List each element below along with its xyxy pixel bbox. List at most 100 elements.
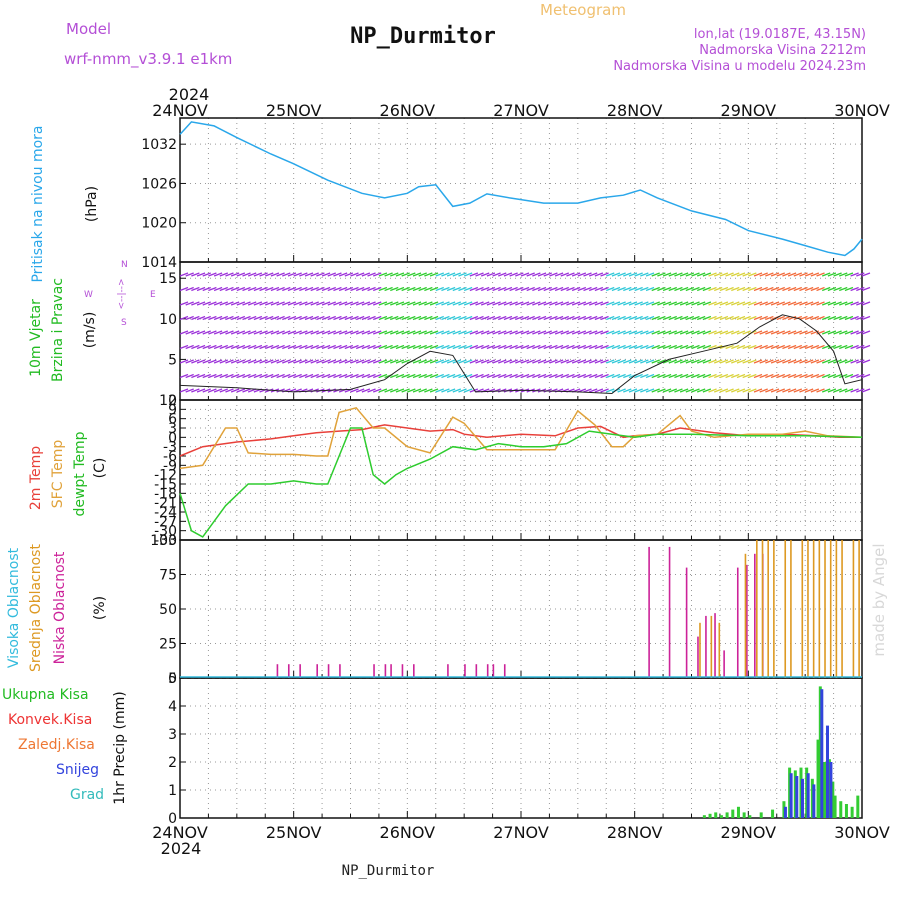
wind-barb [662,286,672,292]
wind-barb [668,388,677,393]
wind-barb [412,315,422,321]
wind-barb [242,272,251,277]
wind-barb [373,315,382,321]
wind-barb [179,301,189,306]
wind-barb [804,286,814,292]
wind-barb [861,315,871,321]
y-tick-label: -21 [154,496,177,512]
wind-barb [463,344,473,350]
wind-barb [759,344,768,350]
wind-barb [816,388,825,393]
wind-barb [566,286,575,292]
wind-barb [543,388,552,393]
wind-barb [316,315,325,321]
wind-barb [696,272,706,277]
wind-barb [617,272,626,277]
meteogram-label: Meteogram [540,1,626,19]
wind-barb [270,315,280,321]
wind-barb [537,344,547,350]
wind-barb [225,272,234,277]
wind-barb [424,373,433,379]
wind-barb [407,330,416,335]
wind-barb [714,359,723,364]
wind-barb [623,388,632,393]
cloud-bar [784,540,787,678]
wind-barb [446,315,456,321]
y-tick-label: -6 [163,449,177,465]
wind-barb [606,359,615,364]
wind-barb [691,286,700,292]
cloud-bar [486,664,489,678]
wind-barb [293,272,302,277]
wind-barb [316,344,325,350]
precip-bar [816,739,820,818]
y-tick-label: -27 [154,514,177,530]
wind-barb [373,272,382,277]
wind-barb [549,315,558,321]
wind-barb [566,330,575,335]
wind-barb [770,388,780,393]
wind-barb [594,373,604,379]
wind-barb [651,359,660,364]
wind-barb [350,344,359,350]
wind-barb [543,315,552,321]
cloud-bar [835,540,838,678]
wind-barb [839,272,848,277]
cloud-bar [503,664,506,678]
wind-barb [395,373,405,379]
wind-barb [452,344,462,350]
wind-barb [662,315,672,321]
wind-barb [208,301,217,306]
wind-barb [714,315,723,321]
pressure-unit: (hPa) [84,186,100,222]
wind-barb [469,272,479,277]
wind-barb [225,344,234,350]
wind-barb [463,301,473,306]
wind-barb [458,388,467,393]
wind-barb [594,359,604,364]
wind-barb [623,301,632,306]
wind-barb [287,286,297,292]
wind-barb [213,301,223,306]
wind-barb [583,330,592,335]
wind-barb [691,359,700,364]
wind-barb [526,286,535,292]
wind-barb [179,344,189,350]
dewpt-line [179,427,863,538]
wind-barb [282,373,291,379]
wind-barb [202,388,211,393]
wind-barb [594,286,604,292]
precip-unit: 1hr Precip (mm) [112,691,128,804]
wind-barb [566,315,575,321]
wind-barb [480,330,490,335]
wind-barb [776,286,785,292]
wind-barb [179,359,189,364]
wind-barb [395,330,405,335]
wind-barb [492,315,501,321]
wind-barb [856,388,865,393]
wind-barb [850,373,859,379]
wind-barb [344,373,354,379]
wind-barb [588,301,598,306]
wind-barb [651,330,660,335]
wind-barb [861,301,871,306]
wind-barb [668,286,677,292]
cloud-bar [390,664,392,678]
wind-barb [236,373,246,379]
wind-barb [657,315,666,321]
cloud-bar [699,622,701,678]
wind-barb [355,359,365,364]
wind-barb [299,286,308,292]
wind-barb [355,301,365,306]
wind-barb [230,315,240,321]
wind-barb [321,330,331,335]
y-tick-label: 5 [168,352,177,368]
wind-barb [282,359,291,364]
wind-barb [714,272,723,277]
wind-barb [469,315,479,321]
wind-barb [407,301,416,306]
wind-barb [702,301,712,306]
cloud-bar [475,664,478,678]
wind-barb [753,373,763,379]
wind-barb [827,344,837,350]
